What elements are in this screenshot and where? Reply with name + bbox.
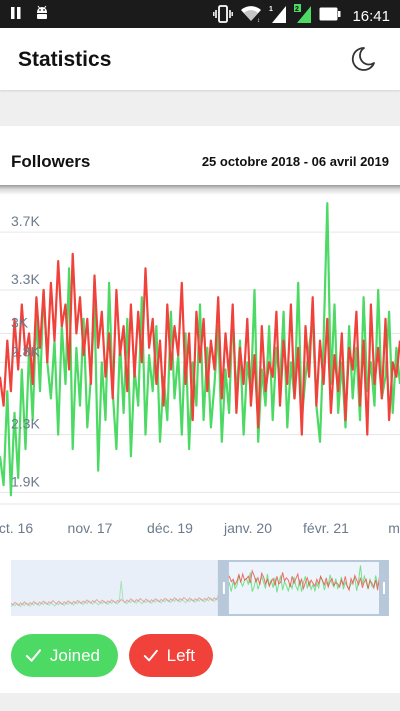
battery-icon [319,7,341,26]
vibrate-icon [213,5,234,28]
theme-toggle-button[interactable] [350,46,376,72]
followers-card: Followers 25 octobre 2018 - 06 avril 201… [0,126,400,693]
svg-text:1: 1 [269,6,273,13]
date-range: 25 octobre 2018 - 06 avril 2019 [201,154,389,169]
y-tick-label: 3.3K [11,271,40,287]
x-tick-label: nov. 17 [68,520,113,536]
x-tick-label: févr. 21 [303,520,349,536]
left-toggle-label: Left [166,645,195,665]
svg-text:2: 2 [295,6,299,13]
minimap-line-joined [11,565,389,608]
pause-icon [10,6,22,25]
x-tick-label: ct. 16 [0,520,33,536]
minimap-line-left [11,569,389,607]
checkmark-icon [143,649,158,661]
y-tick-label: 3.7K [11,213,40,229]
moon-icon [351,47,375,71]
handle-grip-icon [383,582,385,594]
divider [0,185,400,195]
series-toggles: Joined Left [11,634,213,677]
signal-icon: 1 [269,4,287,29]
minimap-background [11,560,389,616]
app-bar: Statistics [0,28,400,90]
x-tick-label: janv. 20 [223,520,272,536]
signal-icon: 2 [294,4,312,29]
status-bar: ↕ 1 2 16:41 [0,0,400,28]
joined-toggle-label: Joined [49,645,100,665]
page-title: Statistics [18,48,112,71]
clock: 16:41 [352,8,390,25]
wifi-icon: ↕ [240,5,262,28]
joined-toggle-button[interactable]: Joined [11,634,118,677]
handle-grip-icon [222,582,225,594]
card-header: Followers 25 octobre 2018 - 06 avril 201… [0,126,400,186]
svg-text:↕: ↕ [257,18,260,23]
bottom-strip [0,693,400,711]
x-tick-label: déc. 19 [147,520,193,536]
card-title: Followers [11,152,91,171]
series-line-left [0,252,400,436]
x-tick-label: ma [388,520,400,536]
checkmark-icon [25,648,42,662]
y-tick-label: 2.8K [11,343,40,359]
followers-chart[interactable]: 1.9K 2.3K 2.8K 3K 3.3K 3.7K ct. 16 nov. 17 déc.… [0,196,400,616]
y-tick-label: 1.9K [11,473,40,489]
y-tick-label: 3K [11,314,29,330]
y-tick-label: 2.3K [11,416,40,432]
minimap-dim-left [11,560,219,616]
android-debug-icon [34,5,50,26]
range-selector-minimap[interactable] [11,560,389,616]
left-toggle-button[interactable]: Left [129,634,213,677]
